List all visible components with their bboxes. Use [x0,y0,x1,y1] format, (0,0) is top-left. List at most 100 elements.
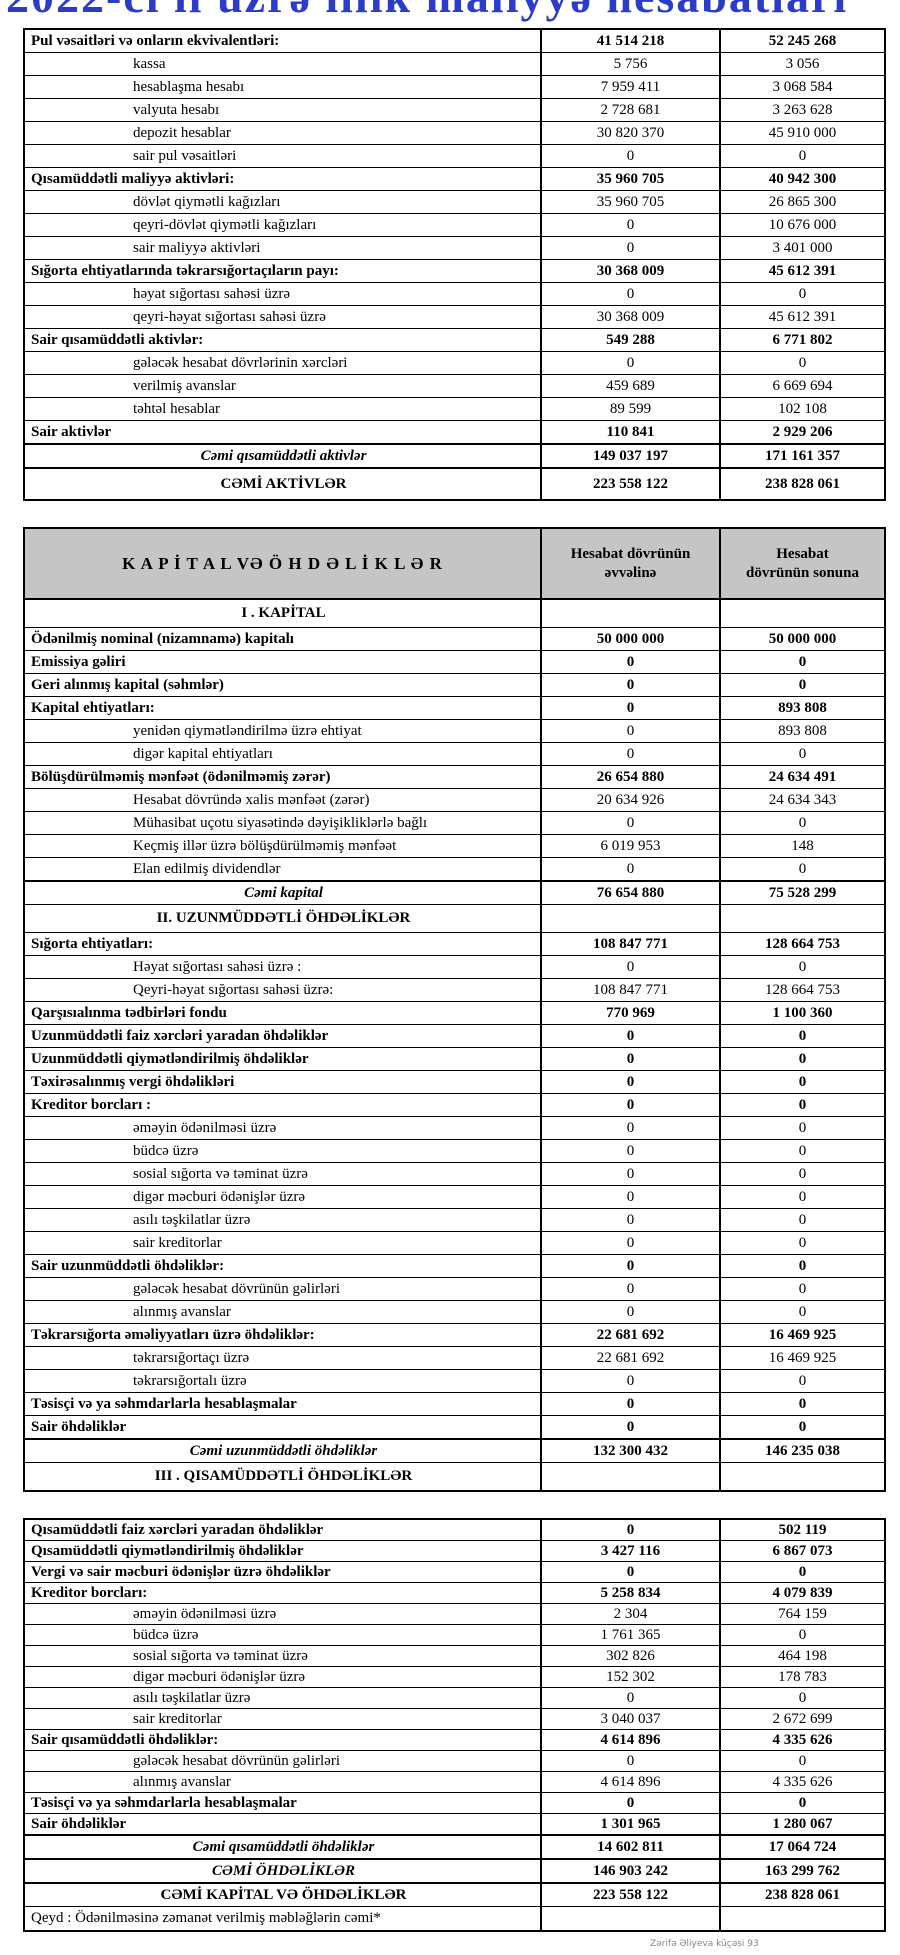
value-period-start [540,1906,721,1932]
value-period-end: 17 064 724 [719,1834,886,1860]
value-period-end: 52 245 268 [719,28,886,53]
value-period-start: 0 [540,1208,721,1232]
assets-table: Pul vəsaitləri və onların ekvivalentləri… [23,28,886,501]
row-label: asılı təşkilatlar üzrə [23,1687,542,1709]
document-title-text: 2022-ci il üzrə illik maliyyə hesabatlar… [6,0,848,23]
value-period-start: 770 969 [540,1001,721,1025]
value-period-end: 4 079 839 [719,1582,886,1604]
row-label: Emissiya gəliri [23,650,542,674]
value-period-end [719,904,886,933]
value-period-start: 0 [540,1254,721,1278]
value-period-start: 2 728 681 [540,98,721,122]
row-label: Pul vəsaitləri və onların ekvivalentləri… [23,28,542,53]
table-row: Emissiya gəliri 0 0 [23,650,886,674]
value-period-start: 223 558 122 [540,1882,721,1907]
value-period-end: 178 783 [719,1666,886,1688]
table-row: asılı təşkilatlar üzrə 0 0 [23,1687,886,1709]
table-row: Cəmi qısamüddətli öhdəliklər 14 602 811 17… [23,1834,886,1860]
row-label: Hesabat dövründə xalis mənfəət (zərər) [23,788,542,812]
value-period-start: 0 [540,1185,721,1209]
value-period-start: 4 614 896 [540,1771,721,1793]
row-label: yenidən qiymətləndirilmə üzrə ehtiyat [23,719,542,743]
value-period-start [540,1462,721,1492]
value-period-start: 302 826 [540,1645,721,1667]
table-row: sair maliyyə aktivləri 0 3 401 000 [23,236,886,260]
table-row: Pul vəsaitləri və onların ekvivalentləri… [23,28,886,53]
value-period-end: 146 235 038 [719,1438,886,1463]
value-period-end: 0 [719,1139,886,1163]
table-row: sair kreditorlar 0 0 [23,1231,886,1255]
value-period-start: 0 [540,1369,721,1393]
value-period-start: 0 [540,236,721,260]
row-label: Təkrarsığorta əməliyyatları üzrə öhdəlik… [23,1323,542,1347]
table-row: Təsisçi və ya səhmdarlarla hesablaşmalar… [23,1792,886,1814]
table-row: Qısamüddətli qiymətləndirilmiş öhdəliklə… [23,1540,886,1562]
value-period-end: 0 [719,1231,886,1255]
table-row: Sair aktivlər 110 841 2 929 206 [23,420,886,445]
value-period-start [540,598,721,628]
row-label: Cəmi kapital [23,880,542,905]
value-period-end: 0 [719,351,886,375]
value-period-end: 0 [719,955,886,979]
value-period-start: 549 288 [540,328,721,352]
table-row: Geri alınmış kapital (səhmlər) 0 0 [23,673,886,697]
document-title: 2022-ci il üzrə illik maliyyə hesabatlar… [6,0,894,23]
value-period-start: 0 [540,1750,721,1772]
row-label: hesablaşma hesabı [23,75,542,99]
value-period-end: 1 280 067 [719,1813,886,1836]
value-period-start: 76 654 880 [540,880,721,905]
value-period-end: 6 669 694 [719,374,886,398]
value-period-start: 0 [540,1116,721,1140]
row-label: kassa [23,52,542,76]
row-label: II. UZUNMÜDDƏTLİ ÖHDƏLİKLƏR [23,904,542,933]
row-label: Sair qısamüddətli aktivlər: [23,328,542,352]
table-row: həyat sığortası sahəsi üzrə 0 0 [23,282,886,306]
table-row: sair kreditorlar 3 040 037 2 672 699 [23,1708,886,1730]
value-period-start: 26 654 880 [540,765,721,789]
row-label: qeyri-dövlət qiymətli kağızları [23,213,542,237]
period-end-header: Hesabat dövrünün sonuna [719,527,886,600]
value-period-start: 3 427 116 [540,1540,721,1562]
value-period-start: 0 [540,719,721,743]
value-period-start: 35 960 705 [540,190,721,214]
value-period-start: 14 602 811 [540,1834,721,1860]
value-period-end: 50 000 000 [719,627,886,651]
value-period-end: 6 771 802 [719,328,886,352]
value-period-end: 0 [719,1277,886,1301]
row-label: asılı təşkilatlar üzrə [23,1208,542,1232]
value-period-start: 0 [540,1687,721,1709]
value-period-start: 6 019 953 [540,834,721,858]
row-label: Uzunmüddətli faiz xərcləri yaradan öhdəl… [23,1024,542,1048]
value-period-start: 0 [540,282,721,306]
row-label: həyat sığortası sahəsi üzrə [23,282,542,306]
value-period-end: 24 634 343 [719,788,886,812]
period-start-header: Hesabat dövrünün əvvəlinə [540,527,721,600]
table-row: III . QISAMÜDDƏTLİ ÖHDƏLİKLƏR [23,1462,886,1492]
value-period-end: 0 [719,1093,886,1117]
value-period-start: 0 [540,1392,721,1416]
value-period-end: 0 [719,282,886,306]
row-label: büdcə üzrə [23,1624,542,1646]
value-period-end: 45 910 000 [719,121,886,145]
row-label: sosial sığorta və təminat üzrə [23,1162,542,1186]
table-row: Hesabat dövründə xalis mənfəət (zərər) 20… [23,788,886,812]
value-period-end: 0 [719,1254,886,1278]
value-period-start: 0 [540,1139,721,1163]
row-label: I . KAPİTAL [23,598,542,628]
table-row: Vergi və sair məcburi ödənişlər üzrə öhd… [23,1561,886,1583]
row-label: Kreditor borcları : [23,1093,542,1117]
row-label: Kreditor borcları: [23,1582,542,1604]
value-period-start: 0 [540,1162,721,1186]
row-label: təkrarsığortaçı üzrə [23,1346,542,1370]
table-row: depozit hesablar 30 820 370 45 910 000 [23,121,886,145]
value-period-end: 0 [719,1415,886,1440]
value-period-end: 0 [719,1208,886,1232]
table-row: təhtəl hesablar 89 599 102 108 [23,397,886,421]
table-row: CƏMİ ÖHDƏLİKLƏR 146 903 242 163 299 762 [23,1858,886,1884]
value-period-end: 2 929 206 [719,420,886,445]
row-label: büdcə üzrə [23,1139,542,1163]
table-row: Sair öhdəliklər 1 301 965 1 280 067 [23,1813,886,1836]
table-row: dövlət qiymətli kağızları 35 960 705 26 86… [23,190,886,214]
value-period-end: 1 100 360 [719,1001,886,1025]
value-period-start: 0 [540,1024,721,1048]
